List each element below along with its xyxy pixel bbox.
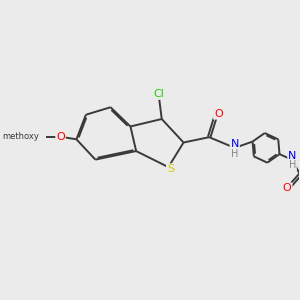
Text: S: S xyxy=(167,164,174,174)
Text: N: N xyxy=(231,139,239,149)
Text: O: O xyxy=(56,132,65,142)
Text: Cl: Cl xyxy=(154,89,164,99)
Text: H: H xyxy=(289,160,296,170)
Text: methoxy: methoxy xyxy=(2,132,39,141)
Text: N: N xyxy=(288,151,296,161)
Text: H: H xyxy=(231,148,238,158)
Text: O: O xyxy=(214,109,223,119)
Text: O: O xyxy=(283,183,292,193)
